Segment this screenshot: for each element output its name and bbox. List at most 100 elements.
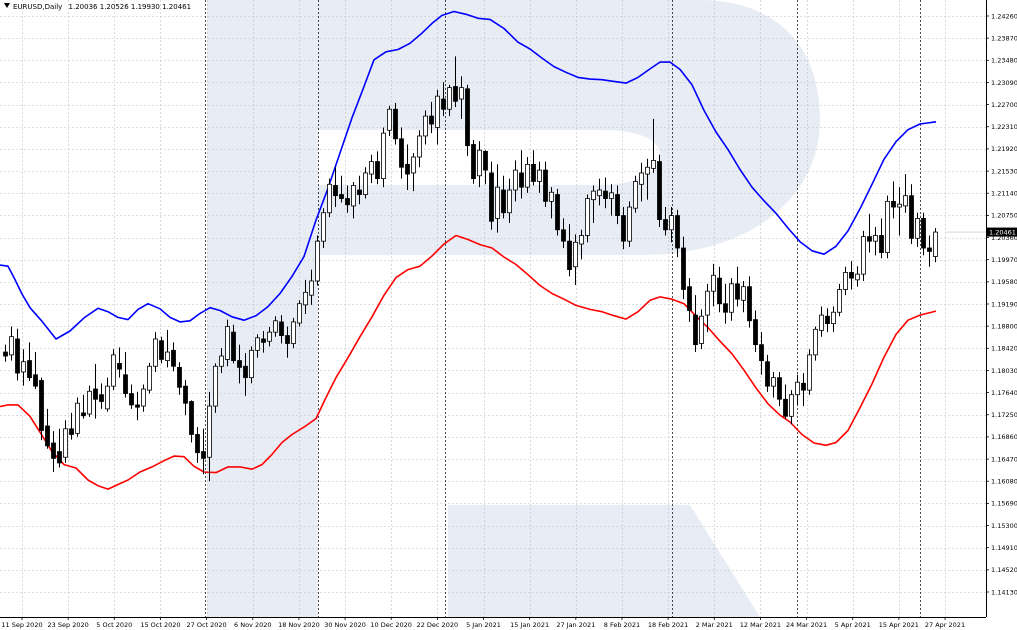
high-value: 1.20526 [99, 3, 129, 11]
y-tick-label: 1.18800 [991, 322, 1017, 330]
candle [597, 178, 602, 206]
candle [639, 162, 644, 202]
chart-header: EURUSD,Daily 1.20036 1.20526 1.19930 1.2… [4, 3, 191, 12]
candle-body-bear [555, 194, 560, 231]
candle [843, 266, 848, 296]
candle [303, 279, 308, 314]
candle [867, 213, 872, 253]
candle-body-bear [693, 314, 698, 346]
x-tick-label: 18 Feb 2021 [648, 621, 688, 629]
candle [9, 326, 14, 361]
candle-body-bull [627, 206, 632, 242]
candle [495, 164, 500, 233]
candle-body-bear [237, 360, 242, 368]
candle-body-bull [795, 381, 800, 396]
candle-body-bear [921, 218, 926, 249]
candle [105, 377, 110, 412]
candle [501, 175, 506, 219]
candle [807, 349, 812, 395]
open-value: 1.20036 [68, 3, 98, 11]
candle-body-bull [411, 156, 416, 174]
candle-body-bull [387, 108, 392, 131]
y-tick-label: 1.22700 [991, 101, 1017, 109]
candle [783, 384, 788, 419]
candle [135, 391, 140, 421]
candle [921, 212, 926, 256]
candle-body-bear [927, 247, 932, 252]
x-tick-label: 30 Nov 2020 [324, 621, 366, 629]
candle-body-bull [513, 169, 518, 191]
candle [579, 229, 584, 260]
y-tick-label: 1.15300 [991, 522, 1017, 530]
candle [363, 167, 368, 199]
candle [141, 384, 146, 412]
candle [753, 310, 758, 353]
candle [417, 130, 422, 168]
candle [513, 160, 518, 202]
candle [357, 175, 362, 205]
candle [333, 167, 338, 208]
candle-body-bull [837, 289, 842, 313]
candle-body-bear [465, 88, 470, 147]
candle-body-bear [747, 286, 752, 322]
y-tick-label: 1.21920 [991, 145, 1017, 153]
y-tick-label: 1.16470 [991, 455, 1017, 463]
candle-body-bull [843, 272, 848, 290]
current-price-label: 1.20461 [989, 228, 1016, 236]
candle [213, 363, 218, 413]
candle-body-bull [645, 166, 650, 175]
candle-body-bull [525, 164, 530, 188]
candle [813, 326, 818, 361]
candle [471, 139, 476, 184]
x-tick-label: 5 Jan 2021 [466, 621, 501, 629]
candle-body-bear [231, 331, 236, 361]
candle [573, 234, 578, 285]
candle [201, 428, 206, 475]
candle [819, 306, 824, 337]
candle [507, 178, 512, 223]
candle [345, 185, 350, 213]
candle [465, 84, 470, 156]
candle-body-bull [855, 273, 860, 281]
candle-body-bull [105, 385, 110, 410]
candle-body-bear [27, 360, 32, 379]
candle-body-bear [675, 215, 680, 249]
candle-body-bull [315, 240, 320, 282]
candle-body-bull [831, 311, 836, 325]
candle [99, 383, 104, 409]
x-tick-label: 5 Oct 2020 [96, 621, 132, 629]
candle [129, 384, 134, 409]
candle [585, 194, 590, 243]
close-value: 1.20461 [162, 3, 192, 11]
candles-layer [3, 56, 938, 482]
time-axis[interactable]: 11 Sep 2020 23 Sep 2020 5 Oct 2020 15 Oct 2… [1, 617, 965, 629]
candle [351, 182, 356, 219]
candle [555, 188, 560, 236]
candle [261, 331, 266, 353]
candle [393, 102, 398, 145]
candle-body-bear [51, 442, 56, 459]
candle-body-bear [261, 338, 266, 343]
bands-layer [0, 10, 937, 490]
price-axis[interactable]: 1.24260 1.23870 1.23480 1.23090 1.22700 1.223… [986, 12, 1017, 596]
candle [279, 315, 284, 344]
candle [801, 373, 806, 407]
candle-body-bull [417, 135, 422, 158]
candle-body-bear [891, 200, 896, 208]
candle [375, 151, 380, 185]
dropdown-triangle-icon[interactable] [4, 3, 10, 8]
y-tick-label: 1.21530 [991, 167, 1017, 175]
candle [297, 300, 302, 327]
candle [225, 319, 230, 367]
candle [171, 342, 176, 372]
candle [879, 218, 884, 259]
candle [483, 150, 488, 185]
candle-body-bear [69, 428, 74, 435]
candle-body-bull [573, 241, 578, 268]
candle [645, 158, 650, 200]
candle-body-bear [243, 365, 248, 379]
candle [93, 363, 98, 419]
candle [249, 346, 254, 384]
y-tick-label: 1.20750 [991, 212, 1017, 220]
